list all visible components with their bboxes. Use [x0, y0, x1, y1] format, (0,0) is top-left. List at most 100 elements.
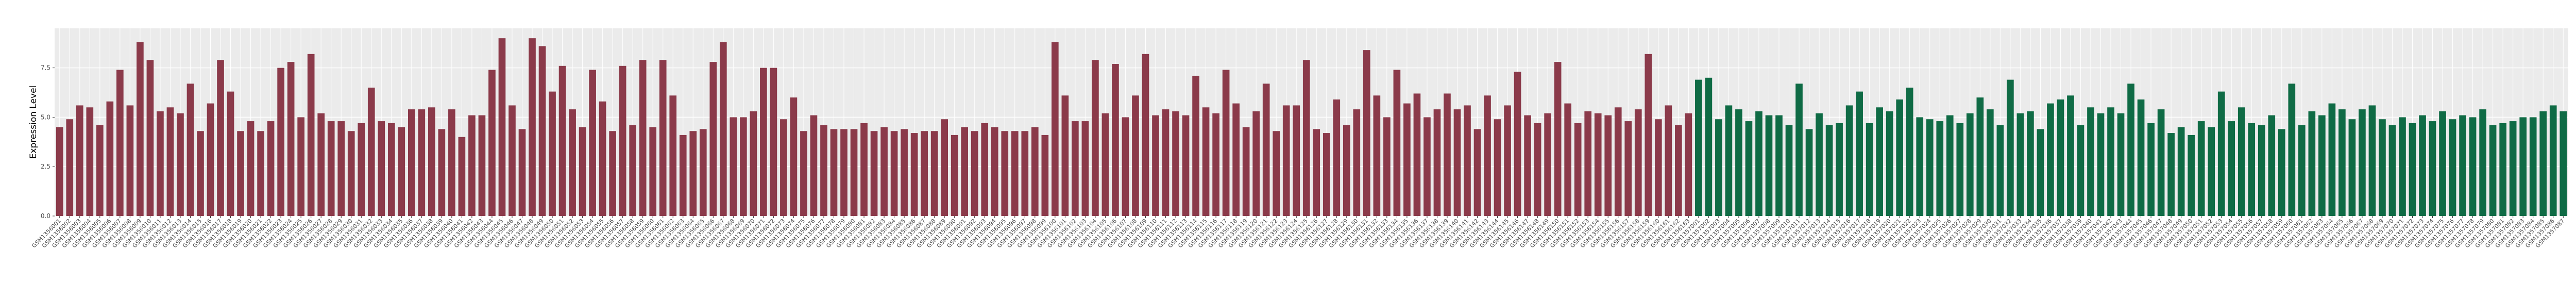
bar	[1333, 99, 1341, 216]
bar	[1755, 111, 1762, 216]
bar	[1816, 113, 1823, 216]
bar	[2087, 107, 2094, 216]
bar	[488, 70, 496, 216]
bar	[1976, 97, 1984, 216]
bar	[1654, 119, 1662, 216]
bar	[2549, 105, 2557, 216]
bar	[1162, 109, 1170, 216]
bar	[569, 109, 576, 216]
bar	[398, 127, 405, 216]
bar	[840, 129, 848, 216]
bar	[2459, 115, 2466, 216]
bar	[2278, 129, 2285, 216]
bar	[2298, 125, 2306, 216]
bar	[709, 62, 717, 216]
bar	[1182, 115, 1190, 216]
bar	[810, 115, 818, 216]
bar	[579, 127, 586, 216]
bar	[1413, 93, 1421, 216]
bar	[1675, 125, 1682, 216]
bar	[2409, 123, 2416, 216]
bar	[1343, 125, 1350, 216]
bar	[1504, 105, 1511, 216]
bar	[760, 68, 767, 216]
bar	[930, 131, 938, 216]
bar	[2067, 95, 2074, 216]
bar	[2167, 133, 2175, 216]
bar	[1916, 117, 1924, 216]
bar	[2328, 103, 2336, 216]
bar	[2177, 127, 2185, 216]
bar	[2248, 123, 2256, 216]
bar	[649, 127, 657, 216]
bar	[1946, 115, 1954, 216]
bar	[1514, 72, 1521, 216]
bar	[1966, 113, 1974, 216]
bar	[2197, 121, 2205, 216]
bar	[2419, 115, 2426, 216]
bar	[961, 127, 969, 216]
bar	[2037, 129, 2044, 216]
bar	[1996, 125, 2004, 216]
bar	[1484, 95, 1491, 216]
bar	[2208, 127, 2215, 216]
bar	[2157, 109, 2165, 216]
bar	[1202, 107, 1210, 216]
bar	[1423, 117, 1431, 216]
bar	[1524, 115, 1531, 216]
bar	[971, 131, 978, 216]
bar	[287, 62, 295, 216]
bar	[2429, 121, 2436, 216]
bar	[1293, 105, 1300, 216]
bar	[1685, 113, 1692, 216]
bar	[1273, 131, 1280, 216]
bar	[1745, 121, 1753, 216]
bar	[2027, 111, 2034, 216]
bar	[719, 42, 727, 217]
bar	[740, 117, 747, 216]
bar	[1252, 111, 1260, 216]
bar	[1393, 70, 1401, 216]
bar	[1373, 95, 1381, 216]
bar	[347, 131, 355, 216]
bar	[177, 113, 184, 216]
bar	[2258, 125, 2265, 216]
bar	[1494, 119, 1501, 216]
bar	[1896, 99, 1904, 216]
bar	[2338, 109, 2346, 216]
bar	[1584, 111, 1592, 216]
bar	[2539, 111, 2547, 216]
bar	[890, 131, 898, 216]
y-axis-label: Expression Level	[28, 86, 39, 159]
bar	[1825, 125, 1833, 216]
bar	[358, 123, 365, 216]
bar	[1101, 113, 1109, 216]
bar	[267, 121, 275, 216]
bar	[1282, 105, 1290, 216]
bar	[800, 131, 807, 216]
bar	[2268, 115, 2276, 216]
bar	[1604, 115, 1612, 216]
bar	[2288, 84, 2296, 216]
bar	[1876, 107, 1883, 216]
bar	[1172, 111, 1179, 216]
bar	[237, 131, 244, 216]
bar	[498, 38, 506, 216]
bar	[790, 97, 798, 216]
bar	[558, 65, 566, 217]
bar	[468, 115, 476, 216]
bar	[1142, 54, 1149, 217]
bar	[1232, 103, 1240, 216]
bar	[619, 65, 626, 217]
bar	[1725, 105, 1733, 216]
bar	[418, 109, 426, 216]
bar	[2007, 79, 2014, 217]
bar	[1433, 109, 1441, 216]
bar	[2117, 113, 2125, 216]
bar	[589, 70, 596, 216]
bar	[659, 60, 667, 216]
bar	[981, 123, 989, 216]
bar	[1092, 60, 1099, 216]
bar	[1624, 121, 1632, 216]
bar	[2560, 111, 2567, 216]
